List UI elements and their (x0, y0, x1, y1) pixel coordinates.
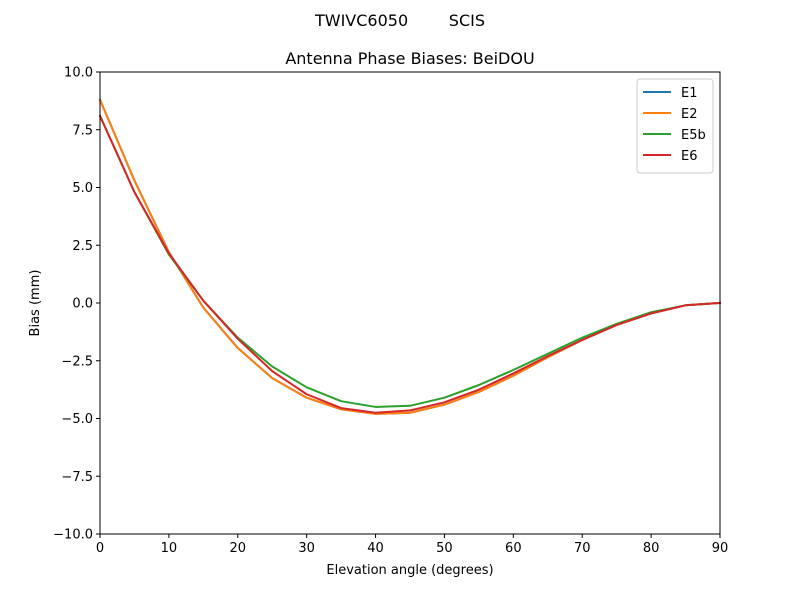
legend-label: E2 (681, 107, 698, 122)
x-axis: 0 10 20 30 40 50 60 70 80 90 (96, 534, 728, 556)
x-tick-label: 70 (574, 541, 591, 556)
x-tick-label: 10 (161, 541, 178, 556)
legend: E1 E2 E5b E6 (636, 78, 714, 174)
chart-title: Antenna Phase Biases: BeiDOU (285, 49, 534, 68)
legend-box (636, 78, 714, 174)
x-tick-label: 80 (643, 541, 660, 556)
x-tick-label: 50 (436, 541, 453, 556)
legend-label: E1 (681, 86, 698, 101)
series-line-e6 (98, 114, 722, 414)
y-axis-label: Bias (mm) (28, 270, 43, 337)
legend-label: E5b (681, 128, 706, 143)
y-tick-label: 10.0 (64, 66, 93, 81)
y-tick-label: 7.5 (72, 123, 93, 138)
x-tick-label: 0 (96, 541, 104, 556)
y-tick-label: −2.5 (61, 354, 93, 369)
plot-frame (99, 71, 721, 535)
x-tick-label: 90 (712, 541, 729, 556)
y-tick-label: −7.5 (61, 470, 93, 485)
legend-label: E6 (681, 149, 698, 164)
y-axis: 10.0 7.5 5.0 2.5 0.0 −2.5 −5.0 −7.5 −10.0 (53, 66, 100, 543)
x-axis-label: Elevation angle (degrees) (326, 563, 493, 578)
y-tick-label: 2.5 (72, 239, 93, 254)
x-tick-label: 30 (298, 541, 315, 556)
y-tick-label: −5.0 (61, 412, 93, 427)
y-tick-label: 0.0 (72, 297, 93, 312)
x-tick-label: 20 (230, 541, 247, 556)
y-tick-label: 5.0 (72, 181, 93, 196)
plot-lines (98, 98, 722, 415)
figure-suptitle: TWIVC6050 SCIS (314, 11, 485, 30)
x-tick-label: 40 (367, 541, 384, 556)
x-tick-label: 60 (505, 541, 522, 556)
y-tick-label: −10.0 (53, 528, 93, 543)
